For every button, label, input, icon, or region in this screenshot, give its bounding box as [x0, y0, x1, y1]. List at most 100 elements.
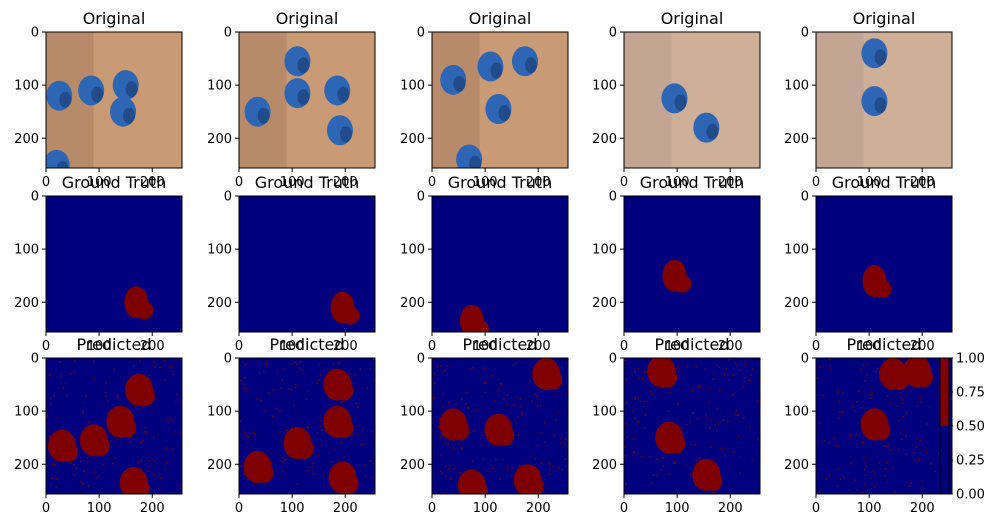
y-tick-label: 0 — [31, 26, 39, 41]
mask-background — [46, 196, 182, 332]
pred-speckle — [171, 419, 174, 421]
pred-speckle — [80, 460, 82, 462]
y-tick-label: 200 — [784, 458, 809, 473]
pred-speckle — [354, 402, 357, 405]
pred-speckle — [652, 474, 655, 476]
pred-speckle — [926, 451, 928, 454]
pred-speckle — [900, 438, 903, 440]
pred-speckle — [472, 459, 474, 462]
pipe-shadow — [524, 57, 537, 74]
pred-speckle — [475, 409, 477, 412]
pred-speckle — [87, 421, 90, 423]
pred-speckle — [294, 361, 297, 363]
pred-speckle — [563, 444, 566, 446]
panel-title: Original — [853, 9, 916, 28]
pred-speckle — [837, 391, 839, 394]
pred-speckle — [93, 471, 95, 473]
pred-speckle — [716, 364, 719, 367]
pred-speckle — [316, 432, 319, 434]
y-tick-label: 200 — [14, 458, 39, 473]
pipe-shadow — [490, 62, 503, 79]
panel-title: Predicted — [654, 335, 729, 354]
pred-mask-lobe — [131, 478, 150, 494]
pred-speckle — [281, 379, 283, 382]
pred-speckle — [179, 431, 181, 433]
pred-speckle — [318, 364, 321, 366]
pred-speckle — [317, 454, 319, 456]
pred-speckle — [634, 371, 636, 373]
pred-speckle — [519, 398, 522, 400]
pred-speckle — [861, 491, 863, 494]
pred-speckle — [245, 362, 248, 365]
pred-speckle — [306, 426, 309, 428]
pred-mask-lobe — [118, 417, 137, 438]
pred-speckle — [651, 393, 654, 396]
pred-speckle — [849, 462, 851, 465]
pred-speckle — [289, 363, 292, 365]
pred-speckle — [244, 387, 246, 390]
pred-speckle — [359, 368, 361, 371]
pred-speckle — [73, 359, 76, 362]
pred-speckle — [102, 463, 104, 466]
x-tick-label: 100 — [665, 339, 690, 354]
pred-speckle — [144, 427, 146, 429]
pred-speckle — [507, 467, 509, 470]
panel-frame — [45, 31, 183, 169]
pred-speckle — [645, 371, 648, 373]
pred-speckle — [850, 461, 853, 464]
x-tick-label: 0 — [428, 501, 436, 516]
pred-speckle — [484, 391, 487, 394]
pred-speckle — [643, 370, 646, 373]
pred-speckle — [871, 470, 874, 472]
pred-speckle — [446, 365, 449, 368]
pred-speckle — [494, 470, 496, 473]
x-tick-label: 0 — [42, 339, 50, 354]
panel-image — [624, 358, 760, 494]
pred-speckle — [506, 394, 509, 396]
pred-speckle — [828, 442, 831, 444]
pred-speckle — [445, 465, 447, 467]
y-tick-label: 100 — [400, 243, 425, 258]
panel-frame — [815, 195, 953, 333]
x-tick-label: 0 — [42, 501, 50, 516]
pred-speckle — [239, 420, 242, 423]
pred-speckle — [624, 359, 627, 362]
pred-speckle — [130, 441, 132, 444]
panel-1-4: 0 100 200 0 100 200 Original — [592, 9, 761, 190]
pred-speckle — [291, 426, 293, 429]
pred-speckle — [519, 405, 522, 407]
pred-speckle — [176, 484, 179, 487]
pred-speckle — [113, 368, 115, 371]
pred-speckle — [564, 458, 566, 460]
pred-speckle — [829, 473, 831, 476]
pred-speckle — [561, 468, 563, 471]
x-tick-label: 100 — [87, 339, 112, 354]
pred-speckle — [689, 420, 692, 423]
pred-speckle — [159, 477, 162, 480]
pred-speckle — [109, 440, 112, 443]
pred-speckle — [732, 392, 734, 395]
pred-speckle — [495, 458, 497, 460]
pred-mask-lobe — [451, 420, 470, 441]
pred-speckle — [928, 406, 930, 409]
pred-speckle — [877, 367, 879, 370]
pred-speckle — [560, 366, 563, 369]
pred-mask-lobe — [659, 367, 678, 388]
panel-title: Ground Truth — [62, 173, 167, 192]
pred-speckle — [712, 378, 714, 381]
pred-speckle — [718, 466, 720, 469]
x-tick-label: 100 — [857, 501, 882, 516]
pred-speckle — [837, 468, 840, 470]
pred-speckle — [263, 370, 265, 373]
pred-speckle — [878, 461, 881, 464]
colorbar-tick-label: 0.00 — [956, 488, 985, 503]
pred-speckle — [873, 486, 876, 488]
pred-speckle — [239, 474, 241, 477]
panel-image — [46, 196, 182, 332]
pred-speckle — [249, 432, 252, 435]
pred-speckle — [492, 467, 494, 470]
pred-speckle — [370, 477, 373, 479]
pred-speckle — [674, 462, 677, 464]
pipe-shadow — [125, 81, 138, 98]
